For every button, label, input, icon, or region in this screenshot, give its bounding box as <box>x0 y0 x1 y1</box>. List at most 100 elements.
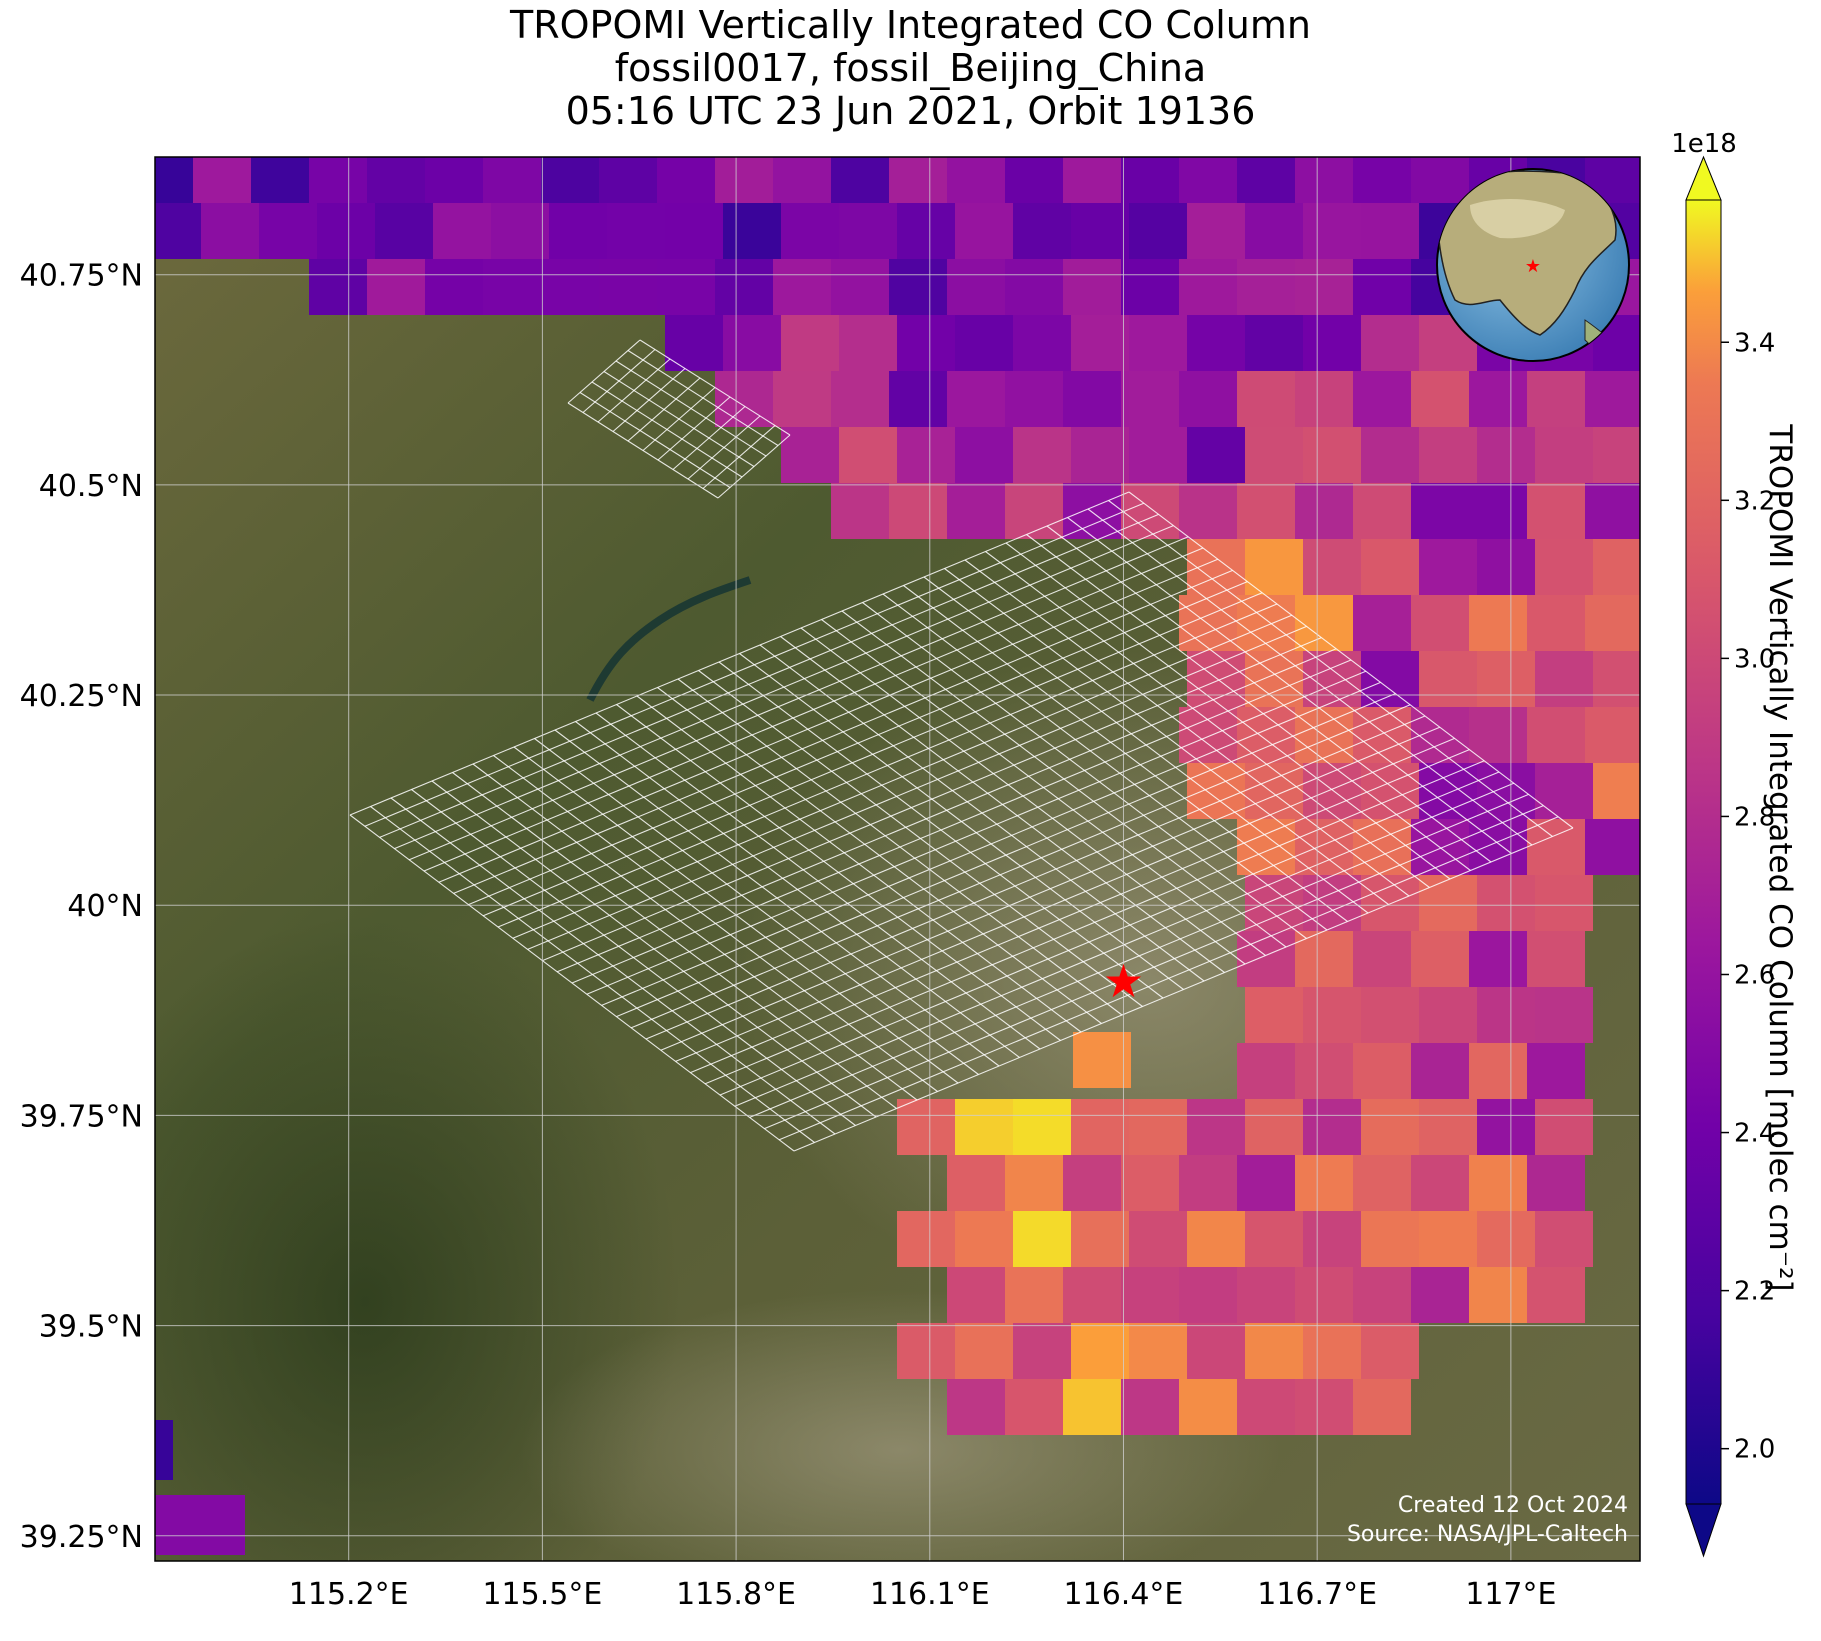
co-pixel <box>309 157 367 203</box>
co-pixel <box>1477 763 1535 819</box>
co-pixel <box>1187 315 1245 371</box>
colorbar-ticks: 2.0 2.2 2.4 2.6 2.8 3.0 3.2 3.4 <box>1721 328 1775 1465</box>
footprint-line <box>793 827 1574 1152</box>
co-pixel <box>1121 371 1179 427</box>
lon-tick-label: 116.4°E <box>1064 1577 1184 1612</box>
co-pixel <box>1063 1267 1121 1323</box>
co-pixel <box>1073 1032 1131 1088</box>
co-pixel <box>1477 427 1535 483</box>
co-pixel <box>1419 987 1477 1043</box>
co-pixel <box>715 259 773 315</box>
co-pixel <box>831 157 889 203</box>
co-pixel <box>1469 1155 1527 1211</box>
co-pixel <box>889 483 947 539</box>
co-pixel <box>1353 483 1411 539</box>
chart-title-line-3: 05:16 UTC 23 Jun 2021, Orbit 19136 <box>565 89 1256 133</box>
co-pixel-layer <box>155 157 1640 1555</box>
co-pixel <box>1303 875 1361 931</box>
co-pixel <box>889 371 947 427</box>
lat-tick-label: 40°N <box>67 889 143 924</box>
colorbar-tick-label: 2.8 <box>1734 802 1775 832</box>
footprint-line <box>349 491 1130 816</box>
co-pixel <box>607 203 665 259</box>
co-pixel <box>1237 1267 1295 1323</box>
co-pixel <box>1295 1267 1353 1323</box>
pixel-footprint-grid <box>349 339 1574 1152</box>
footprint-line <box>764 805 1544 1130</box>
footprint-line <box>468 581 1248 906</box>
co-pixel <box>155 1420 173 1480</box>
colorbar-tick-label: 3.0 <box>1734 644 1775 674</box>
co-pixel <box>1005 259 1063 315</box>
co-pixel <box>1245 763 1303 819</box>
footprint-line <box>556 648 1337 973</box>
co-pixel <box>1295 259 1353 315</box>
co-pixel <box>1411 931 1469 987</box>
co-pixel <box>1245 1323 1303 1379</box>
co-pixel <box>155 203 201 259</box>
co-pixel <box>1411 595 1469 651</box>
co-pixel <box>955 1323 1013 1379</box>
co-pixel <box>1477 875 1535 931</box>
co-pixel <box>665 315 723 371</box>
co-pixel <box>1245 427 1303 483</box>
co-pixel <box>1361 987 1419 1043</box>
footprint-line <box>542 637 1322 962</box>
co-pixel <box>1237 595 1295 651</box>
co-pixel <box>1411 1267 1469 1323</box>
colorbar-tick-label: 2.6 <box>1734 960 1775 990</box>
co-pixel <box>1419 651 1477 707</box>
footprint-line <box>704 760 1485 1085</box>
co-pixel <box>1535 875 1593 931</box>
co-pixel <box>1535 539 1593 595</box>
co-pixel <box>1303 203 1361 259</box>
co-pixel <box>1245 651 1303 707</box>
co-pixel <box>317 203 375 259</box>
credit-text: Created 12 Oct 2024 Source: NASA/JPL-Cal… <box>1347 1493 1628 1547</box>
co-pixel <box>1063 1379 1121 1435</box>
co-pixel <box>1593 539 1640 595</box>
co-pixel <box>1361 427 1419 483</box>
created-date: Created 12 Oct 2024 <box>1398 1493 1628 1518</box>
co-pixel <box>1071 1099 1129 1155</box>
footprint-line <box>660 726 1441 1051</box>
footprint-line <box>408 536 1189 861</box>
co-pixel <box>839 315 897 371</box>
co-pixel <box>1535 427 1593 483</box>
footprint-line <box>639 339 791 436</box>
lat-tick-label: 40.5°N <box>39 469 143 504</box>
footprint-line <box>603 371 755 467</box>
co-pixel <box>1295 931 1353 987</box>
co-pixel <box>955 1099 1013 1155</box>
co-pixel <box>1005 1379 1063 1435</box>
co-pixel <box>1477 539 1535 595</box>
co-pixel <box>367 259 425 315</box>
co-pixel <box>433 203 491 259</box>
co-pixel <box>1129 427 1187 483</box>
co-pixel <box>1353 157 1411 203</box>
co-pixel <box>1295 1379 1353 1435</box>
co-pixel <box>1353 259 1411 315</box>
co-pixel <box>549 203 607 259</box>
co-pixel <box>1469 707 1527 763</box>
co-pixel <box>1303 1099 1361 1155</box>
co-pixel <box>1353 1043 1411 1099</box>
lat-tick-label: 40.25°N <box>20 679 143 714</box>
co-pixel <box>947 1267 1005 1323</box>
co-pixel <box>1353 707 1411 763</box>
footprint-line <box>616 693 1396 1018</box>
co-pixel <box>599 157 657 203</box>
co-pixel <box>1071 315 1129 371</box>
co-pixel <box>889 259 947 315</box>
lat-tick-label: 40.75°N <box>20 259 143 294</box>
co-pixel <box>1469 371 1527 427</box>
co-pixel <box>1303 315 1361 371</box>
co-pixel <box>1121 483 1179 539</box>
lat-tick-label: 39.5°N <box>39 1310 143 1345</box>
co-pixel <box>1535 651 1593 707</box>
co-pixel <box>425 157 483 203</box>
co-pixel <box>1295 157 1353 203</box>
co-pixel <box>1527 1155 1585 1211</box>
co-pixel <box>155 1495 245 1555</box>
